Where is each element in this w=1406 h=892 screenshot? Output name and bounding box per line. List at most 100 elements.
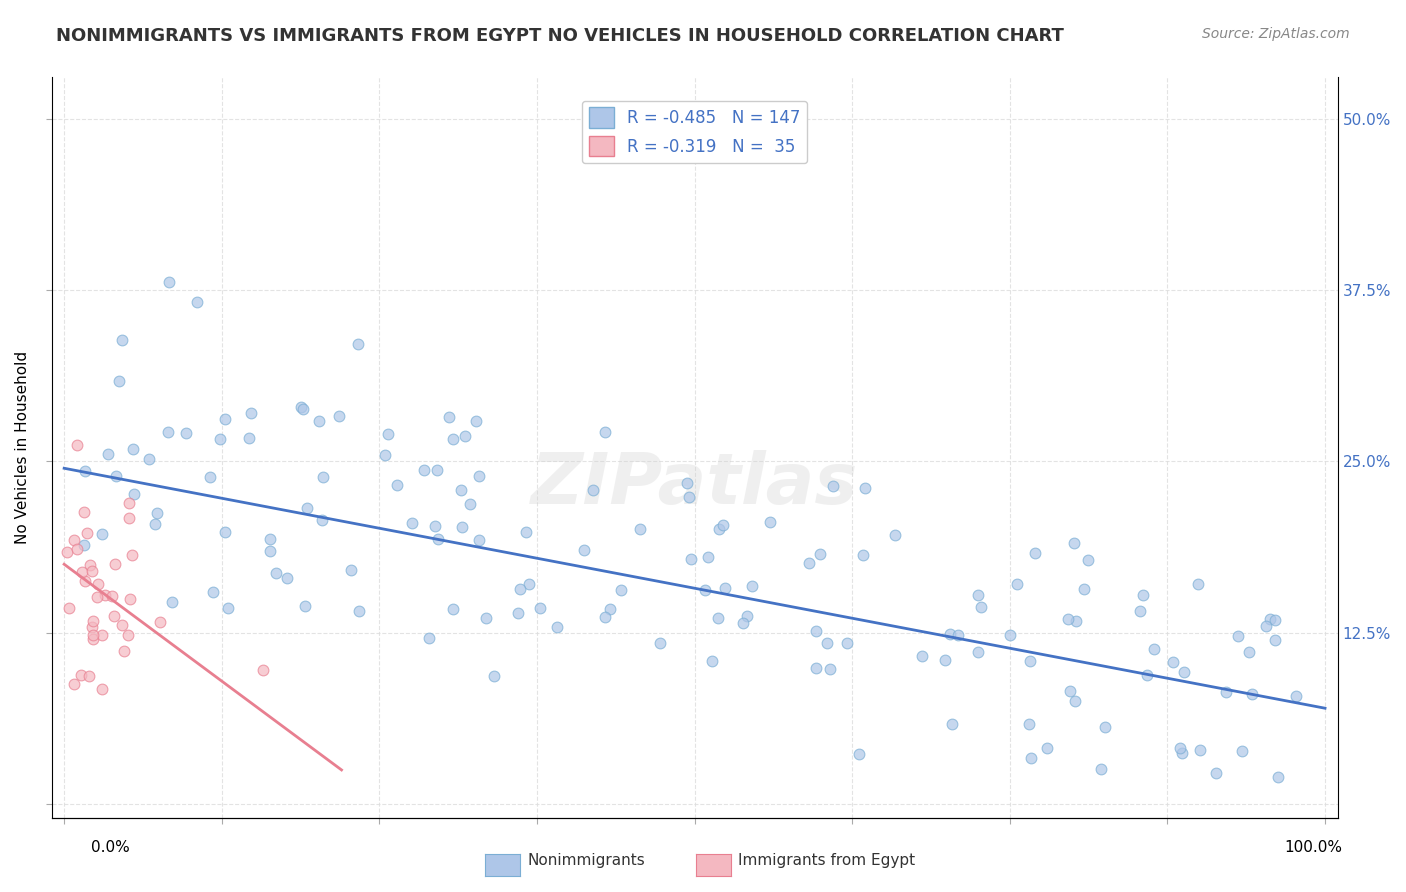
Point xyxy=(118,511,141,525)
Point xyxy=(467,533,489,548)
Point xyxy=(702,654,724,668)
Point xyxy=(104,557,127,571)
Point xyxy=(1267,770,1289,784)
Point xyxy=(650,636,672,650)
Point xyxy=(711,518,734,533)
Point xyxy=(1018,717,1040,731)
Point xyxy=(63,677,86,691)
Point xyxy=(252,663,274,677)
Point xyxy=(70,668,93,682)
Point xyxy=(70,565,93,579)
Point xyxy=(412,463,434,477)
Point xyxy=(593,425,616,439)
Point xyxy=(804,661,827,675)
Point xyxy=(454,429,477,443)
Point xyxy=(911,648,934,663)
Point xyxy=(308,414,330,428)
Point xyxy=(1258,612,1281,626)
Point xyxy=(1036,740,1059,755)
Point xyxy=(806,624,828,638)
Point xyxy=(217,601,239,615)
Point xyxy=(818,662,841,676)
Point xyxy=(208,432,231,446)
Point xyxy=(97,447,120,461)
Point xyxy=(160,595,183,609)
Point xyxy=(759,515,782,529)
Point xyxy=(121,548,143,562)
Point xyxy=(572,542,595,557)
Point xyxy=(79,558,101,572)
Point xyxy=(66,438,89,452)
Point xyxy=(966,645,988,659)
Point xyxy=(519,577,541,591)
Point xyxy=(418,631,440,645)
Point xyxy=(385,478,408,492)
Point xyxy=(817,636,839,650)
Text: 0.0%: 0.0% xyxy=(91,840,131,855)
Point xyxy=(91,527,114,541)
Point xyxy=(509,582,531,596)
Point xyxy=(441,601,464,615)
Point xyxy=(696,550,718,565)
Point xyxy=(122,486,145,500)
Point xyxy=(426,462,449,476)
Point xyxy=(450,483,472,498)
Point xyxy=(678,491,700,505)
Point xyxy=(1057,612,1080,626)
Point xyxy=(290,401,312,415)
Point xyxy=(146,506,169,520)
Point xyxy=(848,747,870,762)
Point xyxy=(76,525,98,540)
Point xyxy=(1019,751,1042,765)
Point xyxy=(1215,685,1237,699)
Text: Immigrants from Egypt: Immigrants from Egypt xyxy=(738,854,915,868)
Point xyxy=(426,532,449,546)
Point xyxy=(87,576,110,591)
Text: NONIMMIGRANTS VS IMMIGRANTS FROM EGYPT NO VEHICLES IN HOUSEHOLD CORRELATION CHAR: NONIMMIGRANTS VS IMMIGRANTS FROM EGYPT N… xyxy=(56,27,1064,45)
Point xyxy=(201,585,224,599)
Point xyxy=(733,615,755,630)
Point xyxy=(214,525,236,540)
Point xyxy=(75,574,97,588)
Point xyxy=(111,333,134,347)
Point xyxy=(91,681,114,696)
Legend: R = -0.485   N = 147, R = -0.319   N =  35: R = -0.485 N = 147, R = -0.319 N = 35 xyxy=(582,101,807,163)
Point xyxy=(1230,743,1253,757)
Point xyxy=(593,609,616,624)
Point xyxy=(239,406,262,420)
Point xyxy=(349,604,371,618)
Point xyxy=(458,497,481,511)
Point xyxy=(821,479,844,493)
Point xyxy=(709,522,731,536)
Point xyxy=(482,669,505,683)
Point xyxy=(1173,665,1195,679)
Point xyxy=(259,543,281,558)
Point xyxy=(835,636,858,650)
Point xyxy=(1240,687,1263,701)
Point xyxy=(157,425,180,440)
Point xyxy=(73,505,96,519)
Point xyxy=(82,565,104,579)
Point xyxy=(1094,720,1116,734)
Point xyxy=(1168,740,1191,755)
Point xyxy=(294,599,316,613)
Point xyxy=(970,599,993,614)
Point xyxy=(143,517,166,532)
Point xyxy=(808,547,831,561)
Point xyxy=(312,470,335,484)
Point xyxy=(941,717,963,731)
Point xyxy=(1171,746,1194,760)
Text: Nonimmigrants: Nonimmigrants xyxy=(527,854,645,868)
Point xyxy=(1142,641,1164,656)
Point xyxy=(1264,633,1286,648)
Point xyxy=(1090,762,1112,776)
Point xyxy=(676,475,699,490)
Point xyxy=(82,614,104,628)
Point xyxy=(934,653,956,667)
Point xyxy=(63,533,86,548)
Point xyxy=(112,644,135,658)
Point xyxy=(946,627,969,641)
Point xyxy=(465,414,488,428)
Point xyxy=(347,337,370,351)
Point xyxy=(82,628,104,642)
